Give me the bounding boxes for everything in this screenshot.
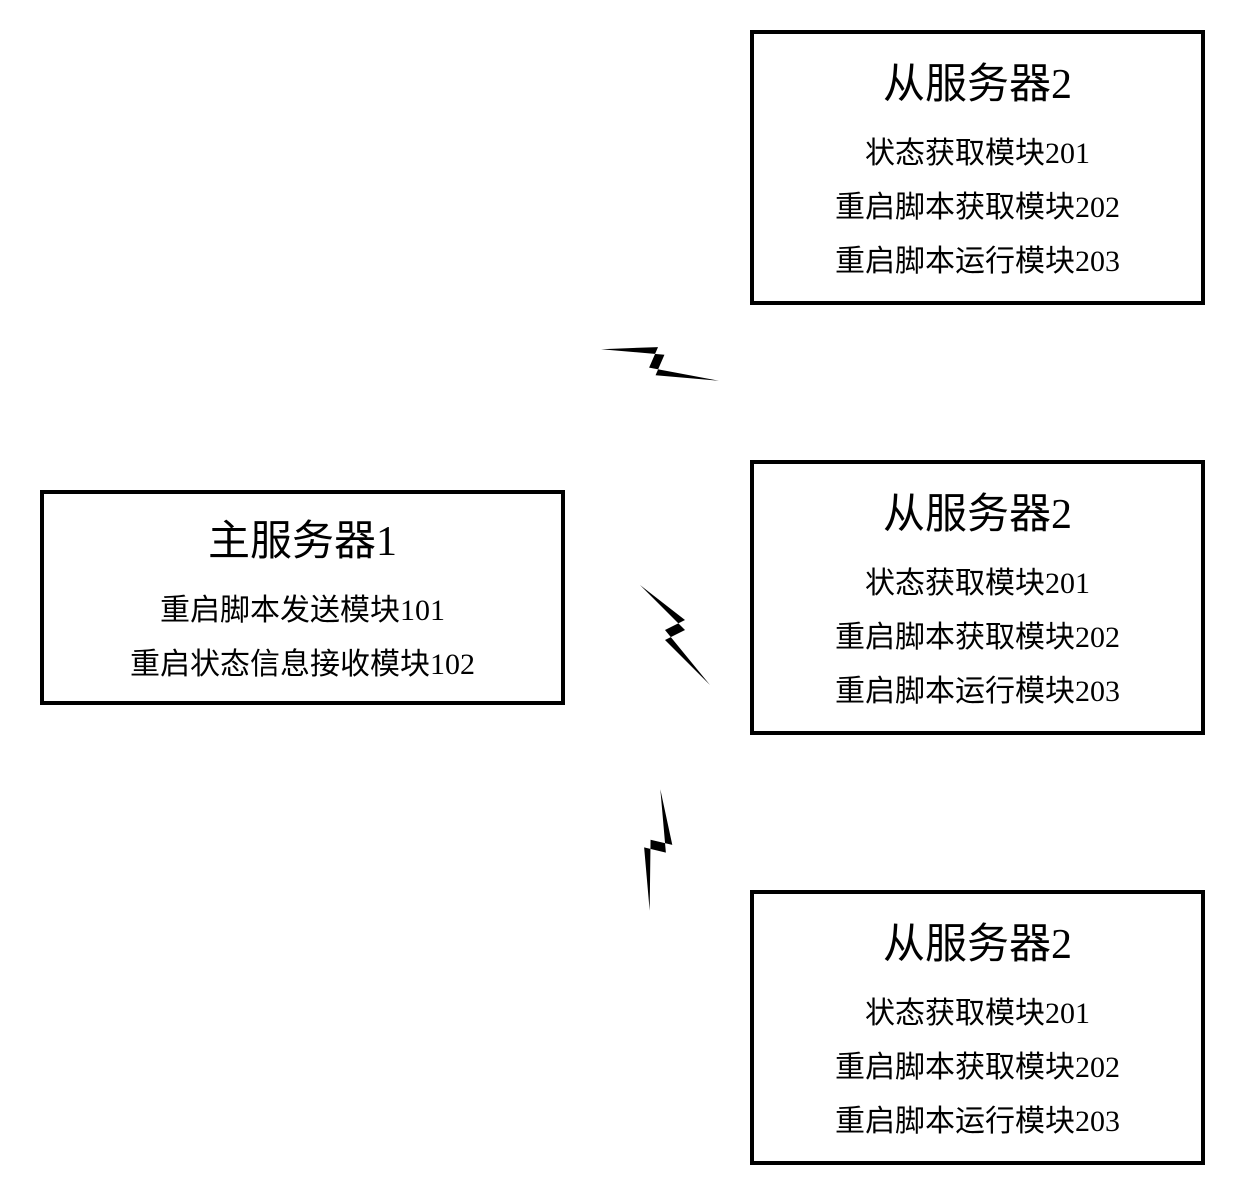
lightning-bolt-icon [620, 575, 730, 695]
lightning-bolt-icon [574, 769, 735, 932]
main-server-item: 重启脚本发送模块101 [160, 585, 445, 629]
slave-server-title: 从服务器2 [883, 50, 1072, 111]
main-server-title: 主服务器1 [208, 507, 397, 568]
main-server-item: 重启状态信息接收模块102 [130, 639, 475, 683]
slave-server-box: 从服务器2 状态获取模块201 重启脚本获取模块202 重启脚本运行模块203 [750, 890, 1205, 1165]
slave-server-title: 从服务器2 [883, 910, 1072, 971]
slave-server-item: 状态获取模块201 [865, 988, 1090, 1032]
slave-server-box: 从服务器2 状态获取模块201 重启脚本获取模块202 重启脚本运行模块203 [750, 30, 1205, 305]
slave-server-item: 状态获取模块201 [865, 128, 1090, 172]
slave-server-item: 重启脚本获取模块202 [835, 182, 1120, 226]
main-server-box: 主服务器1 重启脚本发送模块101 重启状态信息接收模块102 [40, 490, 565, 705]
slave-server-item: 重启脚本获取模块202 [835, 612, 1120, 656]
slave-server-item: 状态获取模块201 [865, 558, 1090, 602]
slave-server-item: 重启脚本运行模块203 [835, 1096, 1120, 1140]
slave-server-item: 重启脚本运行模块203 [835, 236, 1120, 280]
slave-server-title: 从服务器2 [883, 480, 1072, 541]
lightning-bolt-icon [579, 284, 740, 447]
slave-server-box: 从服务器2 状态获取模块201 重启脚本获取模块202 重启脚本运行模块203 [750, 460, 1205, 735]
slave-server-item: 重启脚本运行模块203 [835, 666, 1120, 710]
slave-server-item: 重启脚本获取模块202 [835, 1042, 1120, 1086]
